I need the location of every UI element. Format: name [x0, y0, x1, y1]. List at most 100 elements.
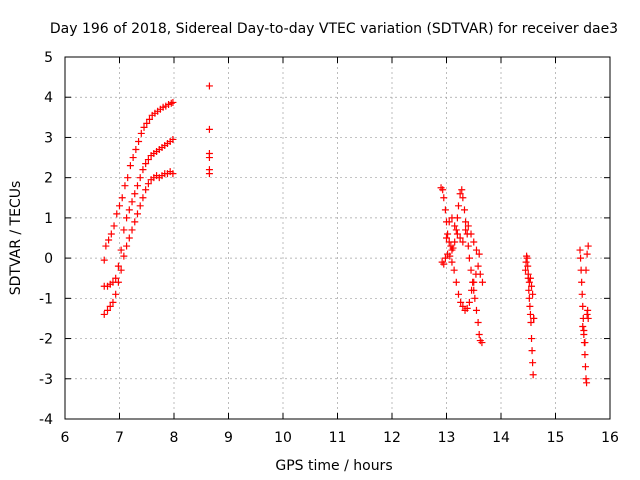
data-point — [451, 222, 459, 230]
data-point — [470, 238, 478, 246]
data-point — [110, 222, 118, 230]
data-point — [528, 335, 536, 343]
x-tick-label: 12 — [383, 430, 401, 446]
data-point — [102, 242, 110, 250]
data-point — [205, 125, 213, 133]
data-point — [522, 266, 530, 274]
data-point — [451, 238, 459, 246]
data-point — [142, 160, 150, 168]
x-tick-label: 14 — [492, 430, 510, 446]
data-point — [528, 347, 536, 355]
data-point — [105, 236, 113, 244]
data-point — [133, 210, 141, 218]
data-point — [136, 202, 144, 210]
y-tick-label: 1 — [44, 211, 53, 227]
data-point — [440, 194, 448, 202]
data-point — [459, 302, 467, 310]
x-tick-label: 15 — [547, 430, 565, 446]
data-point — [106, 302, 114, 310]
data-point — [460, 206, 468, 214]
gridlines — [65, 57, 610, 419]
plot-frame — [64, 56, 611, 420]
data-point — [124, 174, 132, 182]
chart-title: Day 196 of 2018, Sidereal Day-to-day VTE… — [50, 21, 618, 37]
y-tick-label: 0 — [44, 251, 53, 267]
data-point — [123, 214, 131, 222]
data-point — [474, 318, 482, 326]
data-point — [584, 242, 592, 250]
data-point — [478, 278, 486, 286]
data-point — [109, 298, 117, 306]
data-point — [118, 194, 126, 202]
data-point — [114, 262, 122, 270]
data-point — [529, 290, 537, 298]
data-point — [169, 98, 177, 106]
data-point — [579, 322, 587, 330]
data-point — [459, 238, 467, 246]
data-point — [123, 242, 131, 250]
data-point — [132, 146, 140, 154]
data-point — [526, 302, 534, 310]
data-point — [100, 310, 108, 318]
data-point — [464, 222, 472, 230]
x-tick-label: 16 — [601, 430, 619, 446]
data-point — [135, 137, 143, 145]
data-point — [583, 250, 591, 258]
data-point — [578, 290, 586, 298]
data-point — [205, 154, 213, 162]
data-point — [526, 310, 534, 318]
data-point — [465, 254, 473, 262]
data-point — [525, 278, 533, 286]
data-point — [113, 210, 121, 218]
data-point — [470, 278, 478, 286]
data-point — [524, 270, 532, 278]
data-point — [112, 274, 120, 282]
data-point — [145, 115, 153, 123]
x-tick-label: 7 — [115, 430, 124, 446]
data-point — [450, 266, 458, 274]
data-point — [452, 226, 460, 234]
x-tick-label: 11 — [329, 430, 347, 446]
data-point — [524, 262, 532, 270]
data-point — [584, 314, 592, 322]
data-point — [142, 186, 150, 194]
data-point — [472, 246, 480, 254]
y-tick-label: -2 — [39, 332, 53, 348]
data-point — [453, 230, 461, 238]
data-point — [528, 282, 536, 290]
data-point — [456, 190, 464, 198]
x-tick-label: 13 — [438, 430, 456, 446]
data-point — [478, 339, 486, 347]
data-point — [577, 254, 585, 262]
data-point — [457, 298, 465, 306]
data-point — [441, 254, 449, 262]
data-point — [474, 262, 482, 270]
x-tick-label: 6 — [61, 430, 70, 446]
data-point — [439, 186, 447, 194]
data-point — [527, 318, 535, 326]
data-point — [467, 266, 475, 274]
data-point — [169, 170, 177, 178]
data-point — [580, 331, 588, 339]
data-point — [529, 359, 537, 367]
data-point — [468, 286, 476, 294]
data-point — [112, 290, 120, 298]
data-point — [140, 123, 148, 131]
data-point — [462, 218, 470, 226]
data-point — [581, 363, 589, 371]
data-point — [125, 234, 133, 242]
data-point — [454, 290, 462, 298]
data-point — [449, 244, 457, 252]
data-point — [440, 260, 448, 268]
y-tick-label: -3 — [39, 372, 53, 388]
y-tick-label: -1 — [39, 291, 53, 307]
data-point — [133, 182, 141, 190]
data-point — [463, 304, 471, 312]
data-point — [131, 190, 139, 198]
data-point — [584, 306, 592, 314]
data-point — [476, 270, 484, 278]
data-point — [129, 154, 137, 162]
data-point — [446, 252, 454, 260]
data-point — [456, 234, 464, 242]
